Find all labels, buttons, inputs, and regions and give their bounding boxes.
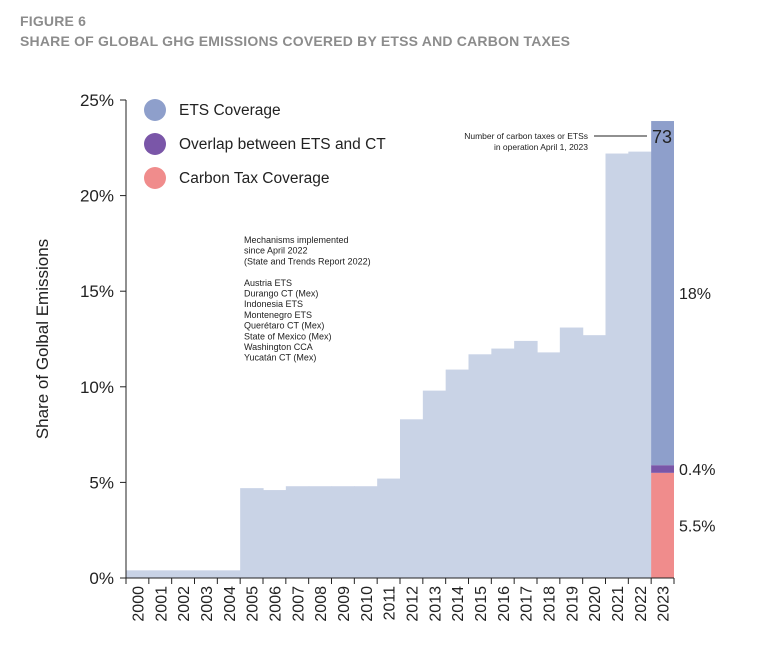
count-annotation-line2: in operation April 1, 2023 xyxy=(494,142,588,152)
x-tick-label: 2021 xyxy=(610,586,627,622)
coverage-bar-2009 xyxy=(331,486,355,578)
y-tick-label: 0% xyxy=(89,569,114,588)
legend-swatch-overlap xyxy=(144,133,166,155)
mechanisms-note-item: Austria ETS xyxy=(244,278,292,288)
x-tick-label: 2000 xyxy=(130,586,147,622)
mechanisms-note-item: Indonesia ETS xyxy=(244,299,303,309)
x-tick-label: 2007 xyxy=(290,586,307,622)
figure-label: FIGURE 6 xyxy=(20,13,87,29)
bar-2023-ets xyxy=(651,121,674,466)
coverage-bar-2002 xyxy=(171,570,196,578)
bar-2023-ct xyxy=(651,472,674,578)
x-tick-label: 2022 xyxy=(633,586,650,622)
x-tick-label: 2001 xyxy=(153,586,170,622)
x-tick-label: 2003 xyxy=(199,586,216,622)
coverage-bar-2008 xyxy=(308,486,333,578)
x-tick-label: 2002 xyxy=(176,586,193,622)
coverage-bar-2017 xyxy=(514,340,538,578)
x-tick-label: 2014 xyxy=(450,586,467,622)
x-tick-label: 2005 xyxy=(245,586,262,622)
x-tick-label: 2017 xyxy=(519,586,536,622)
coverage-bar-2018 xyxy=(537,352,561,578)
x-tick-label: 2020 xyxy=(587,586,604,622)
y-tick-label: 25% xyxy=(80,91,114,110)
coverage-bar-2021 xyxy=(605,153,629,579)
mechanisms-note-item: Montenegro ETS xyxy=(244,310,312,320)
mechanisms-note-item: Querétaro CT (Mex) xyxy=(244,321,324,331)
coverage-bar-2014 xyxy=(445,369,470,578)
y-tick-label: 10% xyxy=(80,378,114,397)
mechanisms-note-item: Durango CT (Mex) xyxy=(244,289,318,299)
mechanisms-note-header: since April 2022 xyxy=(244,246,308,256)
y-tick-label: 15% xyxy=(80,282,114,301)
coverage-bar-2010 xyxy=(354,486,378,578)
coverage-bar-2015 xyxy=(468,354,492,578)
segment-label-ct: 5.5% xyxy=(679,518,715,535)
coverage-bar-2007 xyxy=(285,486,310,578)
x-tick-label: 2009 xyxy=(336,586,353,622)
legend-label: Carbon Tax Coverage xyxy=(179,170,330,187)
coverage-bar-2016 xyxy=(491,348,515,578)
y-axis-label: Share of Golbal Emissions xyxy=(33,239,52,439)
x-tick-label: 2023 xyxy=(656,586,673,622)
x-tick-label: 2010 xyxy=(359,586,376,622)
coverage-bar-2006 xyxy=(263,490,287,578)
y-tick-label: 5% xyxy=(89,473,114,492)
coverage-bar-2022 xyxy=(628,151,652,578)
coverage-bar-2005 xyxy=(240,488,264,578)
coverage-bar-2011 xyxy=(377,478,401,578)
x-tick-label: 2016 xyxy=(496,586,513,622)
x-tick-label: 2018 xyxy=(541,586,558,622)
segment-label-ets: 18% xyxy=(679,286,711,303)
bar-2023-overlap xyxy=(651,465,674,473)
coverage-bar-2019 xyxy=(559,327,584,578)
coverage-bar-2012 xyxy=(400,419,424,578)
y-tick-label: 20% xyxy=(80,187,114,206)
coverage-bar-2020 xyxy=(582,335,607,578)
segment-label-overlap: 0.4% xyxy=(679,462,715,479)
x-tick-label: 2011 xyxy=(382,586,399,621)
x-tick-label: 2013 xyxy=(427,586,444,622)
mechanisms-note-header: (State and Trends Report 2022) xyxy=(244,256,371,266)
mechanisms-note-item: State of Mexico (Mex) xyxy=(244,331,332,341)
x-tick-label: 2006 xyxy=(267,586,284,622)
x-tick-label: 2019 xyxy=(564,586,581,622)
mechanisms-note-header: Mechanisms implemented xyxy=(244,235,349,245)
x-tick-label: 2015 xyxy=(473,586,490,622)
coverage-bar-2003 xyxy=(194,570,218,578)
coverage-bar-2013 xyxy=(422,390,447,578)
mechanisms-note-item: Yucatán CT (Mex) xyxy=(244,353,316,363)
mechanisms-note-item: Washington CCA xyxy=(244,342,313,352)
legend-swatch-ets xyxy=(144,99,166,121)
legend-label: Overlap between ETS and CT xyxy=(179,136,386,153)
count-annotation-value: 73 xyxy=(652,127,672,147)
count-annotation-line1: Number of carbon taxes or ETSs xyxy=(464,131,588,141)
coverage-bar-2004 xyxy=(217,570,241,578)
x-tick-label: 2004 xyxy=(222,586,239,622)
x-tick-label: 2008 xyxy=(313,586,330,622)
coverage-bar-2000 xyxy=(126,570,150,578)
legend-swatch-ct xyxy=(144,167,166,189)
figure-title: SHARE OF GLOBAL GHG EMISSIONS COVERED BY… xyxy=(20,33,571,49)
x-tick-label: 2012 xyxy=(404,586,421,622)
coverage-bar-2001 xyxy=(148,570,173,578)
legend-label: ETS Coverage xyxy=(179,102,281,119)
